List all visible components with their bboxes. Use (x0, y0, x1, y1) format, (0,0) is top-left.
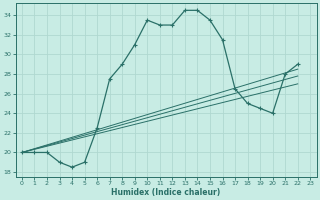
X-axis label: Humidex (Indice chaleur): Humidex (Indice chaleur) (111, 188, 221, 197)
